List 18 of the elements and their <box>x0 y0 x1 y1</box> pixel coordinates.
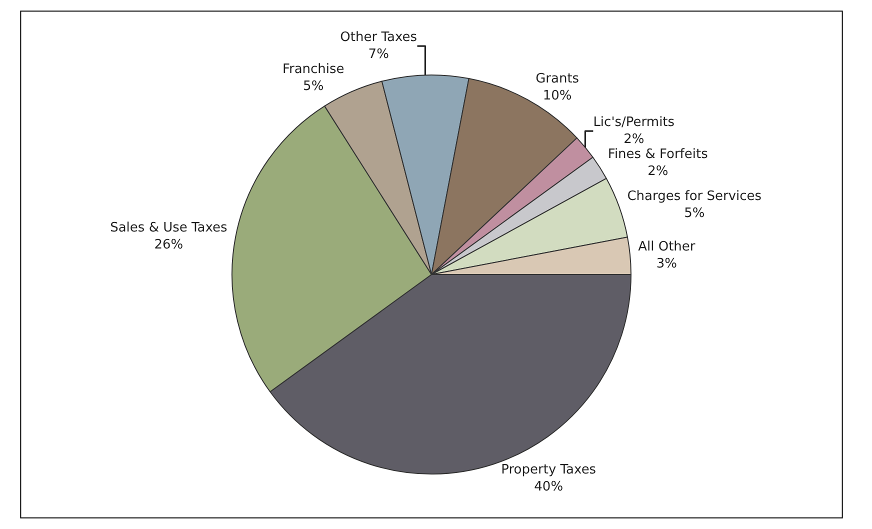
data-label: 2% <box>648 164 668 179</box>
slice-label: Other Taxes <box>340 30 418 46</box>
data-label: 7% <box>368 47 389 62</box>
data-label: 26% <box>154 238 184 253</box>
data-label: 2% <box>624 132 644 148</box>
slice-label: Franchise <box>282 62 344 78</box>
data-label: 3% <box>656 256 677 272</box>
data-label: 5% <box>684 206 705 222</box>
data-label: 40% <box>534 480 564 495</box>
slice-label: All Other <box>638 240 696 255</box>
data-label: 5% <box>303 78 324 94</box>
slice-label: Property Taxes <box>501 462 596 478</box>
slice-label: Lic's/Permits <box>593 115 675 130</box>
data-label: 10% <box>542 88 572 104</box>
slice-label: Fines & Forfeits <box>608 147 708 162</box>
slice-label: Sales & Use Taxes <box>110 220 228 236</box>
slice-label: Charges for Services <box>627 189 762 204</box>
slice-label: Grants <box>536 71 580 86</box>
